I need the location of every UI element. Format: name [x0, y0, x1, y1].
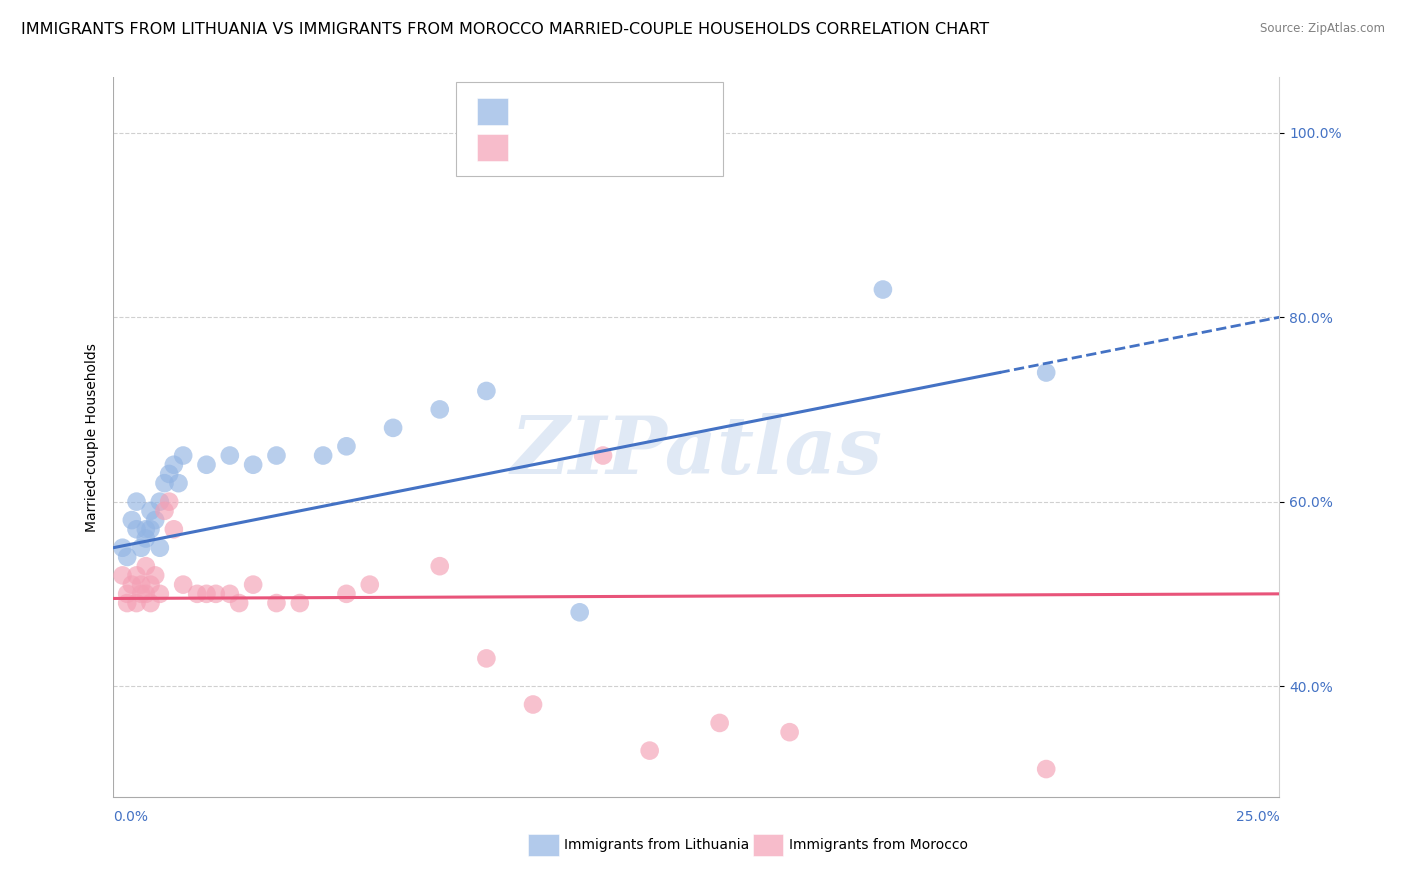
Point	[195, 587, 218, 601]
Point	[204, 587, 226, 601]
Point	[121, 513, 143, 527]
Point	[172, 449, 194, 463]
Point	[779, 725, 801, 739]
Point	[429, 559, 451, 574]
Text: Source: ZipAtlas.com: Source: ZipAtlas.com	[1260, 22, 1385, 36]
Point	[592, 449, 614, 463]
Point	[153, 476, 176, 491]
Point	[129, 541, 152, 555]
Point	[149, 587, 172, 601]
Point	[242, 458, 264, 472]
Point	[872, 283, 894, 297]
Point	[522, 698, 544, 712]
Point	[429, 402, 451, 417]
Point	[135, 522, 157, 536]
Point	[167, 476, 190, 491]
Point	[242, 577, 264, 591]
Point	[139, 596, 162, 610]
Point	[115, 587, 138, 601]
Point	[149, 541, 172, 555]
Point	[129, 577, 152, 591]
Point	[288, 596, 311, 610]
Point	[153, 504, 176, 518]
Point	[1035, 366, 1057, 380]
Point	[125, 568, 148, 582]
Point	[335, 439, 357, 453]
Point	[115, 549, 138, 564]
Point	[115, 596, 138, 610]
Point	[111, 541, 134, 555]
Point	[139, 504, 162, 518]
Point	[172, 577, 194, 591]
Point	[129, 587, 152, 601]
Point	[475, 384, 498, 398]
Point	[157, 494, 180, 508]
Text: Immigrants from Lithuania: Immigrants from Lithuania	[564, 838, 749, 852]
Y-axis label: Married-couple Households: Married-couple Households	[86, 343, 100, 532]
Text: 25.0%: 25.0%	[1236, 810, 1279, 824]
Point	[266, 596, 288, 610]
Text: Immigrants from Morocco: Immigrants from Morocco	[789, 838, 969, 852]
Point	[125, 494, 148, 508]
Point	[382, 421, 405, 435]
Point	[266, 449, 288, 463]
Text: R = 0.467   N = 30: R = 0.467 N = 30	[516, 104, 661, 120]
Text: IMMIGRANTS FROM LITHUANIA VS IMMIGRANTS FROM MOROCCO MARRIED-COUPLE HOUSEHOLDS C: IMMIGRANTS FROM LITHUANIA VS IMMIGRANTS …	[21, 22, 990, 37]
Point	[186, 587, 208, 601]
Point	[135, 559, 157, 574]
Point	[149, 494, 172, 508]
Point	[359, 577, 381, 591]
Point	[218, 449, 240, 463]
Point	[163, 458, 186, 472]
Point	[475, 651, 498, 665]
Point	[125, 596, 148, 610]
Point	[157, 467, 180, 481]
Point	[143, 513, 166, 527]
Point	[135, 532, 157, 546]
Point	[195, 458, 218, 472]
Point	[135, 587, 157, 601]
Text: ZIPatlas: ZIPatlas	[510, 413, 883, 491]
Point	[709, 715, 731, 730]
Point	[139, 522, 162, 536]
Point	[1035, 762, 1057, 776]
Point	[121, 577, 143, 591]
Point	[139, 577, 162, 591]
Text: R = 0.015   N = 36: R = 0.015 N = 36	[516, 140, 661, 155]
Point	[638, 743, 661, 757]
Point	[163, 522, 186, 536]
Point	[218, 587, 240, 601]
Point	[228, 596, 250, 610]
Point	[111, 568, 134, 582]
Point	[312, 449, 335, 463]
Point	[125, 522, 148, 536]
Point	[143, 568, 166, 582]
Point	[568, 605, 591, 619]
Point	[335, 587, 357, 601]
Text: 0.0%: 0.0%	[114, 810, 148, 824]
